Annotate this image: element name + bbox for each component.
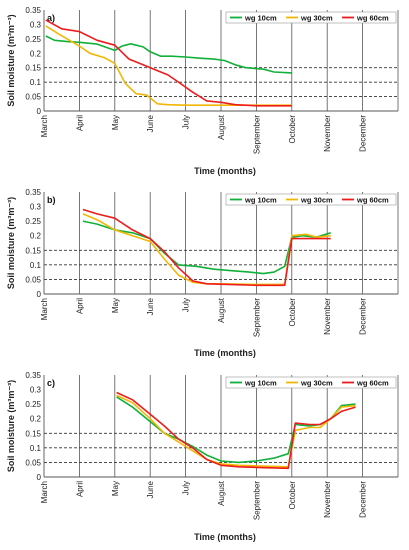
legend-box [225, 11, 397, 24]
y-tick-label: 0.35 [25, 6, 41, 15]
y-tick-label: 0.3 [30, 203, 42, 212]
y-tick-label: 0.15 [25, 64, 41, 73]
month-tick-label: August [217, 480, 226, 506]
y-tick-label: 0 [37, 107, 42, 116]
month-tick-label: July [182, 481, 191, 495]
y-tick-label: 0.1 [30, 261, 42, 270]
series-line [116, 394, 356, 468]
y-axis-label: Soil moisture (m³m⁻³) [6, 380, 16, 472]
x-axis-label: Time (months) [194, 348, 256, 358]
month-tick-label: November [323, 298, 332, 335]
panel-label: c) [47, 378, 55, 388]
month-tick-label: March [40, 481, 49, 503]
legend-entry: wg 60cm [356, 378, 389, 387]
series-line [45, 25, 292, 106]
month-tick-label: July [182, 298, 191, 312]
month-tick-label: June [146, 480, 155, 498]
y-tick-label: 0.3 [30, 20, 42, 29]
month-tick-label: March [40, 115, 49, 137]
legend-box [225, 193, 397, 206]
legend-entry: wg 10cm [244, 195, 277, 204]
month-tick-label: November [323, 115, 332, 152]
month-tick-label: October [288, 298, 297, 327]
y-tick-label: 0.35 [25, 188, 41, 197]
y-tick-label: 0.25 [25, 217, 41, 226]
y-tick-label: 0.15 [25, 246, 41, 255]
panel-label: b) [47, 195, 56, 205]
y-tick-label: 0.2 [30, 232, 42, 241]
month-tick-label: April [75, 481, 84, 497]
legend-entry: wg 30cm [300, 378, 333, 387]
month-tick-label: November [323, 481, 332, 518]
series-line [116, 391, 356, 470]
month-tick-label: May [111, 481, 120, 496]
y-tick-label: 0.1 [30, 444, 42, 453]
y-tick-label: 0.05 [25, 275, 41, 284]
series-line [82, 213, 331, 286]
y-tick-label: 0.15 [25, 429, 41, 438]
y-axis-label: Soil moisture (m³m⁻³) [6, 197, 16, 289]
chart-panel-3: 0 0.05 0.1 0.15 0.2 0.25 0.3 0.35 March April May J… [6, 371, 399, 542]
legend-entry: wg 60cm [356, 13, 389, 22]
y-tick-label: 0 [37, 290, 42, 299]
legend-entry: wg 30cm [300, 13, 333, 22]
chart-panel-2: 0 0.05 0.1 0.15 0.2 0.25 0.3 0.35 March April May J… [6, 188, 399, 358]
legend-entry: wg 60cm [356, 195, 389, 204]
series-line [45, 35, 292, 74]
x-axis-label: Time (months) [194, 166, 256, 176]
y-tick-label: 0.25 [25, 35, 41, 44]
legend-box [225, 376, 397, 389]
y-tick-label: 0.05 [25, 93, 41, 102]
y-tick-label: 0 [37, 473, 42, 482]
month-tick-label: May [111, 298, 120, 313]
month-tick-label: December [359, 481, 368, 518]
month-tick-label: May [111, 115, 120, 130]
month-tick-label: October [288, 481, 297, 510]
month-tick-label: September [252, 115, 261, 154]
month-tick-label: December [359, 115, 368, 152]
series-line [116, 396, 356, 464]
month-tick-label: August [217, 297, 226, 323]
month-tick-label: August [217, 114, 226, 140]
y-tick-label: 0.35 [25, 371, 41, 380]
y-tick-label: 0.3 [30, 386, 42, 395]
y-axis-label: Soil moisture (m³m⁻³) [6, 14, 16, 106]
chart-panel-1: 0 0.05 0.1 0.15 0.2 0.25 0.3 0.35 March April May J… [6, 6, 399, 176]
month-tick-label: December [359, 298, 368, 335]
x-axis-label: Time (months) [194, 532, 256, 542]
series-line [45, 19, 292, 107]
legend-entry: wg 10cm [244, 378, 277, 387]
month-tick-label: September [252, 298, 261, 337]
y-tick-label: 0.25 [25, 400, 41, 409]
legend-entry: wg 10cm [244, 13, 277, 22]
month-tick-label: June [146, 297, 155, 315]
y-tick-label: 0.1 [30, 78, 42, 87]
month-tick-label: September [252, 481, 261, 520]
month-tick-label: June [146, 114, 155, 132]
series-line [82, 208, 331, 287]
month-tick-label: July [182, 115, 191, 129]
y-tick-label: 0.05 [25, 458, 41, 467]
month-tick-label: April [75, 115, 84, 131]
month-tick-label: October [288, 115, 297, 144]
month-tick-label: April [75, 298, 84, 314]
y-tick-label: 0.2 [30, 49, 42, 58]
legend-entry: wg 30cm [300, 195, 333, 204]
month-tick-label: March [40, 298, 49, 320]
panel-label: a) [47, 13, 55, 23]
y-tick-label: 0.2 [30, 415, 42, 424]
series-line [82, 220, 331, 275]
